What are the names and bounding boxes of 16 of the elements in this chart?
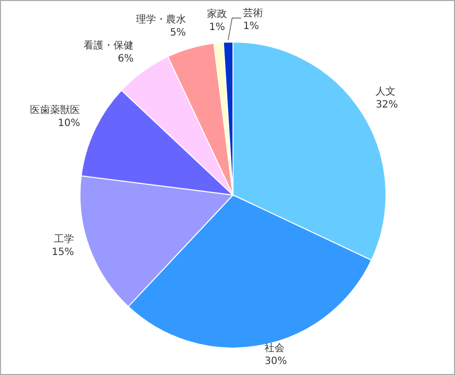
data-label: 15% [52,247,74,258]
slice-label: 芸術 [243,7,264,20]
data-label: 6% [118,53,134,64]
data-label: 5% [170,28,186,39]
slice-label: 理学・農水 [136,14,186,26]
data-label: 32% [376,99,398,110]
data-label: 1% [209,22,226,33]
data-label: 30% [264,356,287,368]
data-label: 10% [58,118,80,130]
data-label: 1% [243,21,259,32]
slice-label: 工学 [54,233,74,246]
slice-label: 看護・保健 [84,39,134,52]
slice-label: 人文 [376,85,396,98]
slice-label: 家政 [207,8,228,20]
slice-label: 医歯薬獣医 [30,104,80,116]
slice-label: 社会 [264,342,285,354]
